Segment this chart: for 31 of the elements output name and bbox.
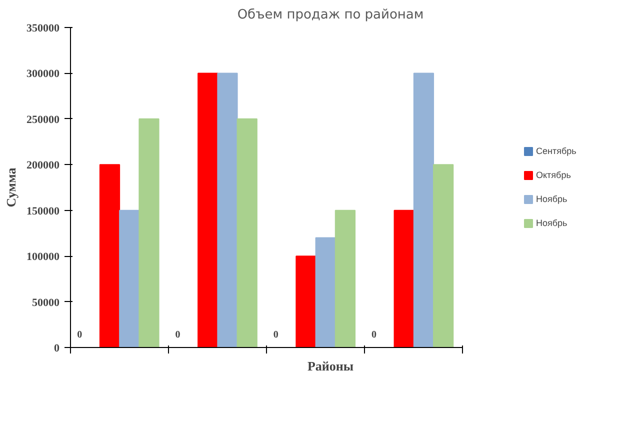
- y-tick-label: 100000: [26, 251, 60, 264]
- y-tick-label: 200000: [26, 160, 60, 172]
- x-axis-title: Районы: [307, 358, 354, 374]
- bar: [198, 72, 218, 348]
- chart-title: Объем продаж по районам: [237, 8, 424, 22]
- bar: [138, 118, 160, 348]
- bar: [334, 210, 356, 348]
- data-label: 0: [77, 330, 82, 340]
- bar: [433, 164, 454, 348]
- data-label: 0: [273, 330, 278, 340]
- y-tick-label: 300000: [26, 68, 60, 80]
- legend-label: Ноябрь: [536, 194, 568, 204]
- bar: [413, 72, 434, 348]
- bar: [296, 256, 316, 348]
- legend-label: Октябрь: [536, 170, 572, 180]
- data-label: 0: [175, 330, 180, 340]
- bar: [315, 237, 336, 348]
- y-tick-label: 350000: [26, 22, 60, 34]
- legend-label: Ноябрь: [536, 218, 568, 228]
- bar: [99, 164, 120, 348]
- bar: [119, 210, 140, 348]
- y-axis-title: Сумма: [4, 167, 18, 208]
- y-tick-label: 0: [54, 342, 60, 354]
- legend-label: Сентябрь: [536, 146, 578, 156]
- bar: [394, 210, 414, 348]
- y-tick-label: 50000: [32, 296, 60, 309]
- bar: [236, 118, 258, 348]
- data-label: 0: [371, 330, 376, 340]
- bar: [217, 72, 238, 348]
- y-tick-label: 250000: [26, 114, 60, 126]
- y-tick-label: 150000: [26, 205, 60, 218]
